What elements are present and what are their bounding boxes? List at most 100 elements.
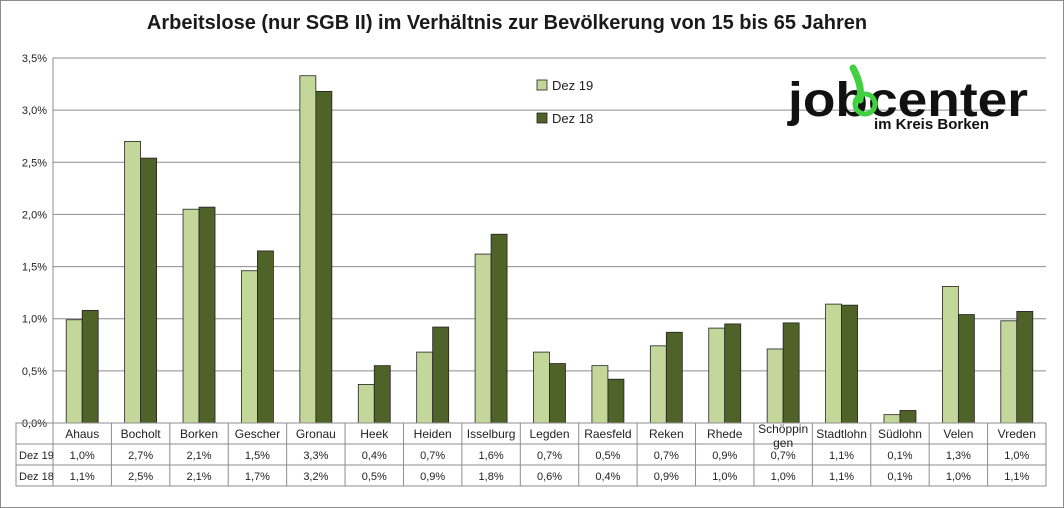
bar-dez19: [825, 303, 842, 424]
bar-dez18: [957, 314, 975, 424]
logo-word: jobcenter: [787, 74, 1028, 127]
bar-dez18: [81, 309, 99, 424]
bar-dez19: [357, 384, 375, 424]
category-label: Raesfeld: [584, 427, 631, 441]
gridlines: [52, 57, 1046, 424]
bar-dez18: [899, 410, 917, 424]
y-tick-label: 3,5%: [22, 53, 47, 65]
category-label: Schöppin: [758, 422, 808, 436]
bar-dez18: [140, 157, 158, 424]
table-cell: 1,0%: [1004, 450, 1029, 462]
bar-dez18: [315, 90, 333, 424]
legend-label: Dez 18: [552, 111, 593, 126]
table-cell: 3,2%: [303, 471, 328, 483]
category-label: Reken: [649, 427, 684, 441]
bar-dez19: [124, 141, 142, 424]
bar-dez18: [490, 233, 508, 424]
chart-title: Arbeitslose (nur SGB II) im Verhältnis z…: [146, 12, 868, 34]
legend: Dez 19 Dez 18: [536, 78, 593, 126]
table-cell: 1,7%: [245, 471, 270, 483]
y-tick-label: 1,5%: [22, 262, 47, 274]
table-cell: 0,4%: [362, 450, 387, 462]
category-label: Legden: [529, 427, 569, 441]
logo-accent-ring: [852, 91, 878, 117]
category-label: Isselburg: [467, 427, 516, 441]
table-cell: 1,0%: [946, 471, 971, 483]
table-cell: 0,5%: [362, 471, 387, 483]
table-cell: 0,7%: [537, 450, 562, 462]
bar-dez18: [373, 365, 391, 424]
category-label: Velen: [943, 427, 973, 441]
bar-dez18: [724, 323, 742, 424]
y-tick-label: 0,5%: [22, 366, 47, 378]
table-cell: 1,5%: [245, 450, 270, 462]
table-cell: 1,1%: [829, 450, 854, 462]
bar-dez18: [607, 378, 625, 424]
table-cell: 1,1%: [1004, 471, 1029, 483]
table-cell: 2,1%: [186, 471, 211, 483]
legend-swatch: [536, 112, 548, 124]
table-cell: 2,7%: [128, 450, 153, 462]
bar-dez19: [766, 348, 784, 424]
table-series-name: Dez 19: [19, 450, 54, 462]
logo-tagline: im Kreis Borken: [874, 116, 989, 133]
bar-dez18: [1016, 311, 1034, 424]
table-cell: 0,7%: [771, 450, 796, 462]
bar-dez19: [65, 319, 83, 424]
bar-dez19: [182, 208, 200, 424]
table-cell: 1,0%: [70, 450, 95, 462]
table-cell: 0,5%: [595, 450, 620, 462]
category-label: Stadtlohn: [816, 427, 867, 441]
table-cell: 0,7%: [654, 450, 679, 462]
table-cell: 0,1%: [887, 450, 912, 462]
bar-dez19: [708, 327, 726, 424]
category-label: Gronau: [296, 427, 336, 441]
table-cell: 0,1%: [887, 471, 912, 483]
bar-dez18: [665, 331, 683, 424]
data-table: Ahaus Bocholt Borken Gescher Gronau Heek Heide…: [15, 422, 1047, 487]
y-axis-ticks: 0,0% 0,5% 1,0% 1,5% 2,0% 2,5% 3,0% 3,5%: [22, 53, 47, 430]
bar-dez19: [533, 351, 550, 424]
table-cell: 0,6%: [537, 471, 562, 483]
category-label: Heiden: [414, 427, 452, 441]
table-cell: 1,0%: [771, 471, 796, 483]
category-label: Vreden: [998, 427, 1036, 441]
bar-dez19: [299, 75, 317, 424]
bar-dez18: [257, 250, 274, 424]
bars: [65, 75, 1034, 424]
table-cell: 1,3%: [946, 450, 971, 462]
table-cell: 1,1%: [829, 471, 854, 483]
bar-dez18: [198, 206, 216, 424]
table-cell: 0,9%: [654, 471, 679, 483]
table-cell: 1,8%: [479, 471, 504, 483]
bar-dez19: [649, 345, 667, 424]
category-label: Rhede: [707, 427, 743, 441]
table-cell: 1,6%: [479, 450, 504, 462]
table-cell: 0,9%: [420, 471, 445, 483]
category-label: gen: [773, 436, 793, 450]
category-label: Südlohn: [878, 427, 922, 441]
y-tick-label: 2,5%: [22, 157, 47, 169]
table-cell: 2,5%: [128, 471, 153, 483]
bar-dez18: [432, 326, 450, 424]
bar-dez19: [1000, 320, 1018, 424]
table-cell: 0,4%: [595, 471, 620, 483]
table-cell: 3,3%: [303, 450, 328, 462]
bar-dez19: [883, 414, 901, 424]
bar-dez19: [591, 365, 609, 424]
y-tick-label: 3,0%: [22, 105, 47, 117]
category-label: Gescher: [235, 427, 280, 441]
bar-dez18: [782, 322, 800, 424]
category-label: Bocholt: [121, 427, 162, 441]
bar-dez18: [841, 304, 858, 424]
table-cell: 2,1%: [186, 450, 211, 462]
y-tick-label: 0,0%: [22, 418, 47, 430]
table-cell: 1,1%: [70, 471, 95, 483]
bar-dez19: [241, 270, 258, 424]
category-label: Ahaus: [65, 427, 99, 441]
bar-dez19: [941, 285, 959, 424]
category-label: Borken: [180, 427, 218, 441]
legend-label: Dez 19: [552, 78, 593, 93]
